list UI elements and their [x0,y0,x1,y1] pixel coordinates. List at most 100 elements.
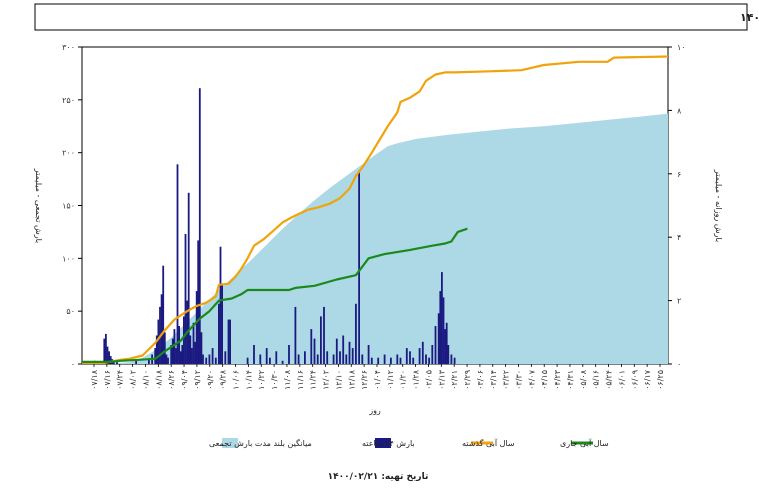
daily-bar-92 [428,357,430,364]
x-tick-label-13: ۱۰/۲۲ [257,370,266,390]
x-tick-label-1: ۰۷/۱۶ [103,370,112,390]
daily-bar-1 [103,338,106,364]
y-left-tick-label-2: ۱۰۰ [62,254,75,263]
daily-bar-72 [342,335,345,364]
daily-bar-87 [409,351,411,364]
daily-bar-52 [246,357,249,364]
daily-bar-80 [370,357,373,364]
x-tick-label-12: ۱۰/۱۴ [244,370,253,390]
daily-bar-45 [214,357,217,364]
daily-bar-29 [183,316,185,364]
daily-bar-43 [208,354,211,364]
daily-bar-18 [163,332,166,364]
x-tick-label-27: ۰۲/۱۳ [437,369,446,390]
x-tick-label-11: ۱۰/۰۶ [232,370,241,390]
lines-layer [82,55,669,364]
daily-bar-8 [116,360,118,364]
daily-bar-71 [339,351,341,364]
daily-bar-4 [108,351,110,364]
daily-bar-32 [187,192,190,364]
daily-bar-91 [425,354,427,364]
y-left-tick-label-6: ۳۰۰ [62,43,75,52]
x-tick-label-5: ۰۸/۱۸ [154,369,163,390]
daily-bar-48 [221,284,223,365]
daily-bar-57 [275,351,278,364]
x-tick-label-40: ۰۵/۲۴ [605,370,614,390]
x-tick-label-19: ۱۲/۱۰ [334,370,343,390]
daily-bar-59 [288,345,290,364]
daily-bar-46 [218,303,220,364]
x-tick-label-22: ۰۱/۰۴ [373,370,382,390]
y-right-tick-label-3: ۶ [677,170,681,179]
x-tick-label-26: ۰۲/۰۵ [425,370,434,390]
daily-bar-90 [421,341,424,364]
x-tick-label-37: ۰۴/۳۱ [566,370,575,390]
y-left-tick-label-3: ۱۵۰ [62,202,75,211]
x-tick-label-23: ۰۱/۱۲ [386,370,395,390]
x-tick-label-6: ۰۸/۲۶ [167,370,176,390]
daily-bar-17 [162,265,165,364]
long-term-area [82,113,668,364]
legend-label-2: سال آبی گذشته [462,438,515,448]
daily-bar-81 [377,357,380,364]
x-tick-label-2: ۰۷/۲۴ [116,370,125,390]
x-tick-label-35: ۰۴/۱۵ [540,370,549,390]
daily-bar-93 [431,345,434,364]
title-box [34,3,748,31]
prepared-date: تاریخ تهیه: ۱۴۰۰/۰۲/۲۱ [328,472,429,482]
daily-bar-98 [442,297,445,364]
x-tick-label-24: ۰۱/۲۰ [399,370,408,390]
daily-bar-26 [178,326,180,364]
x-tick-label-43: ۰۶/۱۷ [643,369,652,390]
daily-bar-76 [355,303,357,364]
daily-bar-82 [383,354,386,364]
daily-bar-74 [348,341,351,364]
x-tick-label-32: ۰۳/۲۲ [502,370,511,390]
x-tick-label-28: ۰۲/۲۱ [450,370,459,390]
legend: سال آبی جاری سال آبی گذشته بارش ۲۴ ساعته می… [209,438,609,448]
y-right-tick-label-5: ۱۰ [677,43,686,52]
daily-bar-103 [453,357,456,364]
x-tick-label-0: ۰۷/۱۸ [90,369,99,390]
daily-bar-100 [445,322,448,364]
x-tick-label-16: ۱۱/۱۶ [296,370,305,390]
daily-bar-34 [191,348,193,364]
daily-bar-51 [229,319,231,364]
daily-bar-61 [297,354,300,364]
daily-bar-20 [167,357,169,364]
daily-bar-89 [418,348,421,364]
y-left-tick-label-1: ۵۰ [66,307,75,316]
daily-bar-22 [171,338,174,364]
y-right-tick-label-4: ۸ [677,106,682,115]
daily-bar-30 [184,234,187,364]
daily-bar-24 [175,348,177,364]
legend-swatch-0 [222,438,238,448]
daily-bar-88 [412,357,415,364]
daily-bar-66 [320,316,322,364]
daily-bar-102 [450,354,453,364]
daily-bar-55 [265,348,268,364]
y-right-tick-label-1: ۲ [677,297,681,306]
daily-bar-83 [390,357,392,364]
x-axis-label: روز [368,406,381,415]
previous-year-line [82,55,669,364]
x-tick-label-31: ۰۳/۱۴ [489,370,498,390]
daily-bar-78 [361,354,364,364]
daily-bar-38 [197,240,200,364]
x-tick-label-4: ۰۸/۱۰ [142,370,151,390]
x-tick-label-41: ۰۶/۰۱ [617,370,626,390]
daily-bar-85 [399,357,402,364]
daily-bar-96 [439,291,442,364]
x-tick-label-17: ۱۱/۲۴ [309,370,318,390]
y-right-tick-label-0: ۰ [677,360,681,369]
daily-bar-77 [358,170,360,364]
chart-title: مقایسه بارش تجمعی کشوراز ابتدای سال آبی … [740,10,759,24]
daily-bar-65 [316,354,319,364]
daily-bar-47 [219,246,222,364]
daily-bar-27 [179,351,182,364]
x-tick-label-18: ۱۲/۰۲ [322,370,331,390]
y-axis-left-label: بارش تجمعی - میلیمتر [34,168,43,244]
daily-bar-42 [205,357,208,364]
x-tick-label-29: ۰۲/۲۹ [463,370,472,390]
daily-bar-2 [105,333,107,364]
